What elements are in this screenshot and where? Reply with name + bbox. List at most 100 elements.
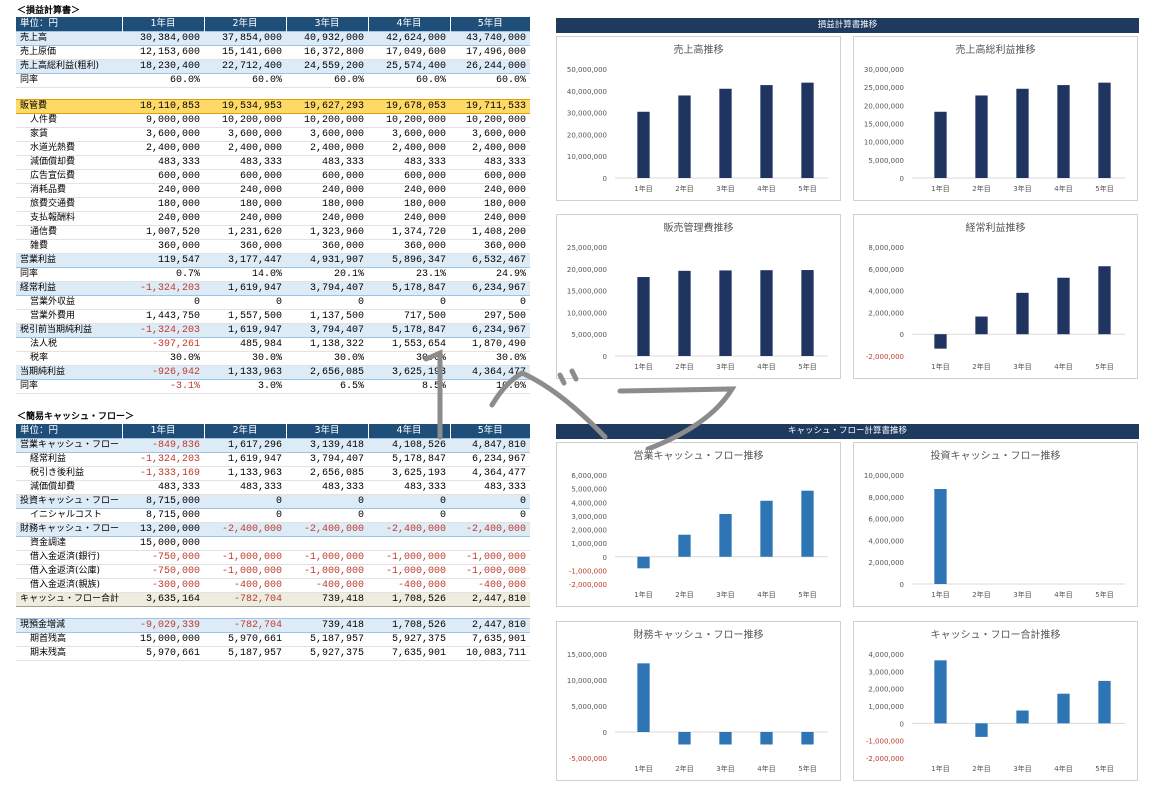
cell-value: -397,261 bbox=[122, 337, 204, 352]
row-label: 広告宣伝費 bbox=[16, 169, 122, 184]
cell-value: 5,187,957 bbox=[204, 646, 286, 661]
cell-value: -1,324,203 bbox=[122, 452, 204, 467]
table-row: 同率 -3.1% 3.0% 6.5% 8.5% 10.0% bbox=[16, 379, 530, 394]
cell-value: 3,139,418 bbox=[286, 437, 368, 453]
table-row: 売上高総利益(粗利) 18,230,400 22,712,400 24,559,200… bbox=[16, 58, 530, 74]
chart-svg: キャッシュ・フロー合計推移 4,000,000 3,000,000 2,000,000… bbox=[866, 628, 1125, 773]
x-tick-label: 4年目 bbox=[757, 362, 775, 371]
cell-value: 119,547 bbox=[122, 252, 204, 268]
cell-value: 0 bbox=[122, 295, 204, 310]
cell-value: -782,704 bbox=[204, 591, 286, 607]
table-row: 水道光熱費 2,400,000 2,400,000 2,400,000 2,400,00… bbox=[16, 141, 530, 156]
cell-value: 1,137,500 bbox=[286, 309, 368, 324]
row-label: 経常利益 bbox=[16, 280, 122, 296]
cell-value: 5,970,661 bbox=[122, 646, 204, 661]
x-tick-label: 5年目 bbox=[1095, 764, 1113, 773]
cell-value: 43,740,000 bbox=[450, 30, 530, 46]
y-tick-label: 10,000,000 bbox=[864, 472, 904, 480]
table-row: 旅費交通費 180,000 180,000 180,000 180,000 180,000 bbox=[16, 197, 530, 212]
y-tick-label: 4,000,000 bbox=[571, 499, 607, 507]
y-tick-label: 10,000,000 bbox=[567, 677, 607, 685]
row-label: 減価償却費 bbox=[16, 480, 122, 495]
row-label: 同率 bbox=[16, 267, 122, 282]
cell-value bbox=[450, 87, 530, 99]
cell-value: 360,000 bbox=[204, 239, 286, 254]
cell-value: 1,443,750 bbox=[122, 309, 204, 324]
y-tick-label: 30,000,000 bbox=[864, 66, 904, 74]
cell-value: -1,000,000 bbox=[204, 564, 286, 579]
x-tick-label: 1年目 bbox=[634, 362, 652, 371]
x-tick-label: 3年目 bbox=[1013, 362, 1031, 371]
row-label: 借入金返済(親族) bbox=[16, 578, 122, 593]
x-tick-label: 1年目 bbox=[931, 184, 949, 193]
table-row bbox=[16, 606, 530, 618]
cell-value: 60.0% bbox=[122, 73, 204, 88]
row-label: 支払報酬料 bbox=[16, 211, 122, 226]
y-tick-label: 0 bbox=[900, 331, 904, 339]
pl-table: 単位：円 1年目 2年目 3年目 4年目 5年目 売上高 30,384,000 37,854,0… bbox=[16, 17, 530, 394]
y-tick-label: 30,000,000 bbox=[567, 110, 607, 118]
cell-value: -2,400,000 bbox=[450, 521, 530, 537]
cell-value: 3,794,407 bbox=[286, 452, 368, 467]
bar bbox=[1098, 266, 1111, 335]
cell-value bbox=[122, 606, 204, 618]
y-tick-label: 0 bbox=[603, 554, 607, 562]
cell-value: 19,534,953 bbox=[204, 98, 286, 114]
y-tick-label: 0 bbox=[603, 353, 607, 361]
x-tick-label: 1年目 bbox=[634, 590, 652, 599]
y-tick-label: 8,000,000 bbox=[868, 244, 904, 252]
cell-value: 240,000 bbox=[204, 183, 286, 198]
cell-value: 240,000 bbox=[122, 211, 204, 226]
cell-value: 3,600,000 bbox=[286, 127, 368, 142]
bar bbox=[1057, 693, 1070, 724]
x-tick-label: 2年目 bbox=[972, 362, 990, 371]
column-header: 単位：円 bbox=[16, 17, 122, 31]
cell-value: 0 bbox=[450, 508, 530, 523]
cell-value: 5,927,375 bbox=[368, 632, 450, 647]
cell-value: -1,000,000 bbox=[286, 550, 368, 565]
cell-value bbox=[204, 87, 286, 99]
table-row bbox=[16, 87, 530, 99]
cell-value: 19,678,053 bbox=[368, 98, 450, 114]
y-tick-label: 15,000,000 bbox=[864, 121, 904, 129]
row-label: 法人税 bbox=[16, 337, 122, 352]
y-tick-label: 4,000,000 bbox=[868, 651, 904, 659]
cell-value: 1,007,520 bbox=[122, 225, 204, 240]
table-row: 広告宣伝費 600,000 600,000 600,000 600,000 600,000 bbox=[16, 169, 530, 184]
bar bbox=[934, 334, 947, 349]
x-tick-label: 1年目 bbox=[634, 764, 652, 773]
cell-value: -1,000,000 bbox=[368, 550, 450, 565]
cell-value bbox=[286, 536, 368, 551]
cell-value: 2,656,085 bbox=[286, 466, 368, 481]
cell-value: 1,553,654 bbox=[368, 337, 450, 352]
cell-value: 25,574,400 bbox=[368, 58, 450, 74]
y-tick-label: 2,000,000 bbox=[571, 527, 607, 535]
total-cf-chart: キャッシュ・フロー合計推移 4,000,000 3,000,000 2,000,000… bbox=[853, 621, 1138, 781]
y-tick-label: 25,000,000 bbox=[567, 244, 607, 252]
cell-value: 20.1% bbox=[286, 267, 368, 282]
cell-value: 1,617,296 bbox=[204, 437, 286, 453]
cell-value: 5,178,847 bbox=[368, 280, 450, 296]
cf-table: 単位：円 1年目 2年目 3年目 4年目 5年目 営業キャッシュ・フロー -849,836 1,… bbox=[16, 424, 530, 661]
y-tick-label: 3,000,000 bbox=[868, 668, 904, 676]
cell-value: 1,231,620 bbox=[204, 225, 286, 240]
cell-value: 3,794,407 bbox=[286, 322, 368, 338]
cell-value: 23.1% bbox=[368, 267, 450, 282]
table-row: 支払報酬料 240,000 240,000 240,000 240,000 240,000 bbox=[16, 211, 530, 226]
table-row: 通信費 1,007,520 1,231,620 1,323,960 1,374,720 1… bbox=[16, 225, 530, 240]
bar bbox=[1098, 82, 1111, 178]
cell-value: 240,000 bbox=[368, 183, 450, 198]
chart-svg: 投資キャッシュ・フロー推移 10,000,000 8,000,000 6,000,00… bbox=[864, 449, 1125, 599]
x-tick-label: 4年目 bbox=[757, 184, 775, 193]
x-tick-label: 5年目 bbox=[798, 184, 816, 193]
cell-value: -750,000 bbox=[122, 550, 204, 565]
cell-value: -400,000 bbox=[368, 578, 450, 593]
table-row: 現預金増減 -9,029,339 -782,704 739,418 1,708,526 2… bbox=[16, 617, 530, 633]
cell-value: 483,333 bbox=[450, 480, 530, 495]
bar bbox=[637, 111, 650, 178]
bar bbox=[637, 663, 650, 732]
cell-value: 30.0% bbox=[204, 351, 286, 366]
cell-value: 1,408,200 bbox=[450, 225, 530, 240]
sga-chart: 販売管理費推移 25,000,000 20,000,000 15,000,000 10,… bbox=[556, 214, 841, 379]
x-tick-label: 4年目 bbox=[1054, 764, 1072, 773]
